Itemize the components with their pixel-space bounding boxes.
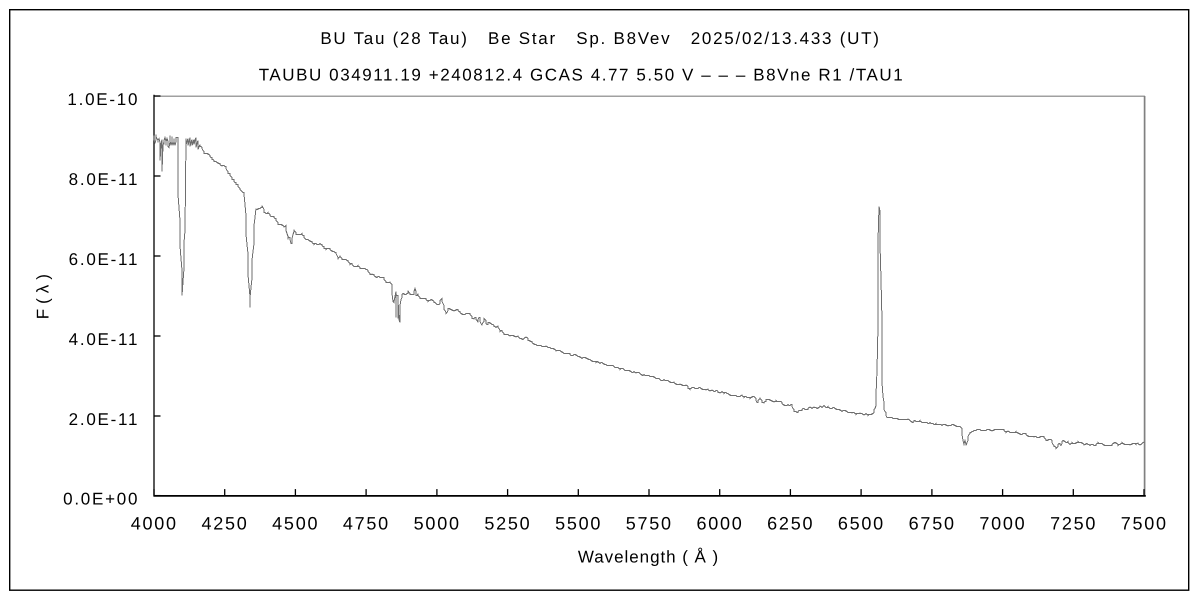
svg-text:F(λ): F(λ) — [33, 269, 52, 319]
svg-text:4.0E-11: 4.0E-11 — [69, 330, 140, 349]
svg-text:8.0E-11: 8.0E-11 — [69, 170, 140, 189]
svg-text:6750: 6750 — [909, 514, 956, 534]
svg-text:5750: 5750 — [626, 514, 673, 534]
svg-text:Wavelength ( Å ): Wavelength ( Å ) — [578, 548, 719, 567]
svg-text:6000: 6000 — [696, 514, 743, 534]
svg-text:2.0E-11: 2.0E-11 — [69, 410, 140, 429]
svg-text:4000: 4000 — [131, 514, 178, 534]
svg-text:0.0E+00: 0.0E+00 — [63, 489, 139, 508]
svg-text:7250: 7250 — [1050, 514, 1097, 534]
svg-text:7000: 7000 — [979, 514, 1026, 534]
svg-text:4750: 4750 — [343, 514, 390, 534]
svg-text:1.0E-10: 1.0E-10 — [67, 90, 139, 109]
svg-text:TAUBU 034911.19 +240812.4 GCAS: TAUBU 034911.19 +240812.4 GCAS 4.77 5.50… — [259, 66, 905, 85]
svg-text:5000: 5000 — [414, 514, 461, 534]
svg-text:5500: 5500 — [555, 514, 602, 534]
svg-text:6.0E-11: 6.0E-11 — [69, 250, 140, 269]
svg-text:6500: 6500 — [838, 514, 885, 534]
svg-text:4250: 4250 — [201, 514, 248, 534]
svg-text:4500: 4500 — [272, 514, 319, 534]
svg-text:5250: 5250 — [484, 514, 531, 534]
svg-text:7500: 7500 — [1121, 514, 1168, 534]
svg-text:6250: 6250 — [767, 514, 814, 534]
svg-text:BU Tau (28 Tau) Be Star Sp: BU Tau (28 Tau) Be Star Sp. B8Vev 2025/0… — [320, 29, 880, 48]
